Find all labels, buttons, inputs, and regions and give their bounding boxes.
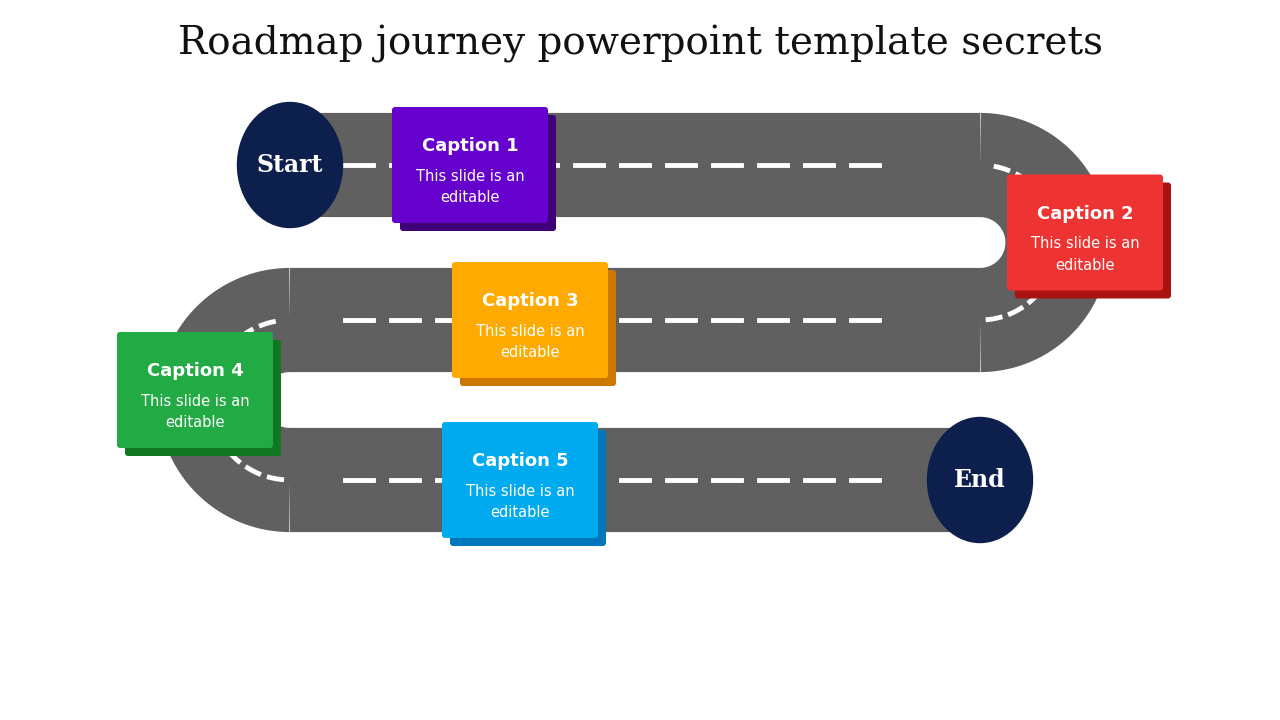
FancyBboxPatch shape xyxy=(399,115,556,231)
FancyBboxPatch shape xyxy=(1007,174,1164,290)
Text: Start: Start xyxy=(257,153,323,177)
Text: This slide is an
editable: This slide is an editable xyxy=(466,484,575,520)
FancyBboxPatch shape xyxy=(442,422,598,538)
Text: This slide is an
editable: This slide is an editable xyxy=(416,169,525,205)
FancyBboxPatch shape xyxy=(116,332,273,448)
Text: This slide is an
editable: This slide is an editable xyxy=(141,394,250,430)
Text: End: End xyxy=(954,468,1006,492)
Text: Caption 3: Caption 3 xyxy=(481,292,579,310)
Text: Caption 2: Caption 2 xyxy=(1037,204,1133,222)
Text: Roadmap journey powerpoint template secrets: Roadmap journey powerpoint template secr… xyxy=(178,25,1102,63)
FancyBboxPatch shape xyxy=(1015,182,1171,299)
Text: Caption 5: Caption 5 xyxy=(472,452,568,470)
Text: This slide is an
editable: This slide is an editable xyxy=(1030,236,1139,272)
Text: Caption 1: Caption 1 xyxy=(421,138,518,156)
Ellipse shape xyxy=(928,418,1033,542)
Text: This slide is an
editable: This slide is an editable xyxy=(476,324,584,360)
FancyBboxPatch shape xyxy=(125,340,282,456)
Text: Caption 4: Caption 4 xyxy=(147,362,243,380)
FancyBboxPatch shape xyxy=(460,270,616,386)
FancyBboxPatch shape xyxy=(392,107,548,223)
FancyBboxPatch shape xyxy=(451,430,605,546)
FancyBboxPatch shape xyxy=(452,262,608,378)
Ellipse shape xyxy=(238,102,343,228)
